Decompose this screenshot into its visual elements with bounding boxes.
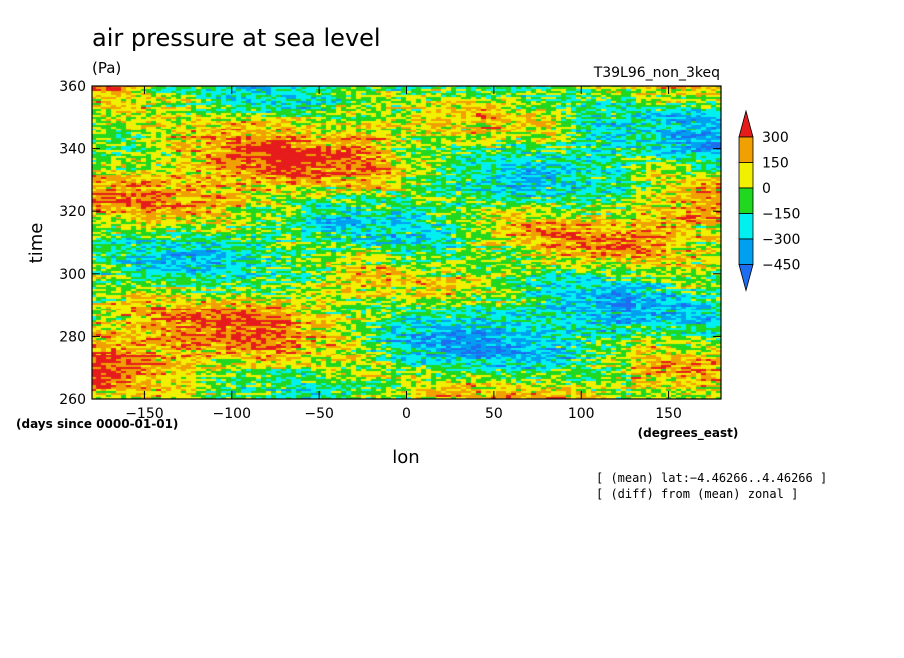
colorbar-label: −450 (762, 258, 800, 274)
colorbar-bin (738, 187, 754, 214)
colorbar-label: 300 (762, 130, 789, 146)
x-axis-label: lon (392, 447, 419, 468)
x-axis-units: (degrees_east) (638, 426, 739, 441)
y-tick-label: 300 (59, 267, 86, 283)
colorbar: 300 150 0 −150 −300 −450 (738, 109, 800, 293)
x-axis: −150 −100 −50 0 50 100 150 (125, 86, 682, 422)
note-diff-zonal: [ (diff) from (mean) zonal ] (596, 487, 798, 501)
note-mean-lat: [ (mean) lat:−4.46266..4.46266 ] (596, 471, 827, 485)
colorbar-label: −300 (762, 232, 800, 248)
y-tick-label: 360 (59, 79, 86, 95)
colorbar-label: −150 (762, 207, 800, 223)
x-tick-label: −100 (213, 406, 251, 422)
y-axis-label: time (26, 223, 47, 264)
heatmap-image (92, 86, 721, 399)
colorbar-label: 0 (762, 181, 771, 197)
colorbar-bin (738, 136, 754, 163)
colorbar-label: 150 (762, 156, 789, 172)
x-tick-label: 100 (568, 406, 595, 422)
y-tick-label: 320 (59, 204, 86, 220)
y-tick-label: 260 (59, 392, 86, 408)
y-axis: 260 280 300 320 340 360 (59, 79, 721, 408)
chart-title: air pressure at sea level (92, 24, 381, 52)
colorbar-bin (738, 238, 754, 265)
colorbar-extend-bottom (738, 264, 754, 293)
x-tick-label: −150 (125, 406, 163, 422)
x-tick-label: −50 (304, 406, 334, 422)
y-tick-label: 340 (59, 142, 86, 158)
x-tick-label: 150 (655, 406, 682, 422)
y-tick-label: 280 (59, 329, 86, 345)
chart-units: (Pa) (92, 59, 121, 77)
colorbar-extend-top (738, 109, 754, 138)
x-tick-label: 0 (402, 406, 411, 422)
colorbar-bin (738, 162, 754, 189)
colorbar-bin (738, 213, 754, 240)
heatmap-field (92, 86, 721, 399)
x-tick-label: 50 (485, 406, 503, 422)
y-axis-units: (days since 0000-01-01) (16, 417, 178, 431)
run-label: T39L96_non_3keq (593, 65, 720, 81)
